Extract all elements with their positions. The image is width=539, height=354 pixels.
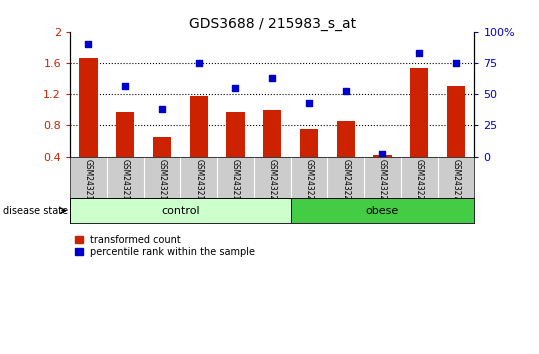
Bar bbox=[116, 112, 134, 156]
Bar bbox=[373, 155, 392, 156]
Text: GSM243226: GSM243226 bbox=[341, 159, 350, 205]
Bar bbox=[190, 96, 208, 156]
Bar bbox=[153, 137, 171, 156]
Text: control: control bbox=[161, 206, 199, 216]
Text: obese: obese bbox=[366, 206, 399, 216]
Bar bbox=[300, 129, 318, 156]
Bar bbox=[70, 198, 291, 223]
Title: GDS3688 / 215983_s_at: GDS3688 / 215983_s_at bbox=[189, 17, 356, 31]
Point bbox=[231, 85, 240, 91]
Bar bbox=[410, 68, 429, 156]
Text: GSM243217: GSM243217 bbox=[157, 159, 167, 205]
Point bbox=[157, 107, 166, 112]
Legend: transformed count, percentile rank within the sample: transformed count, percentile rank withi… bbox=[75, 235, 255, 257]
Bar bbox=[336, 121, 355, 156]
Point bbox=[378, 151, 387, 157]
Bar bbox=[447, 86, 465, 156]
Bar bbox=[226, 112, 245, 156]
Bar bbox=[79, 58, 98, 156]
Text: GSM243218: GSM243218 bbox=[194, 159, 203, 205]
Text: GSM243219: GSM243219 bbox=[231, 159, 240, 205]
Point bbox=[305, 100, 313, 106]
Point bbox=[121, 83, 129, 88]
Point bbox=[452, 60, 460, 66]
Text: GSM243220: GSM243220 bbox=[268, 159, 277, 205]
Text: GSM243216: GSM243216 bbox=[121, 159, 130, 205]
Text: GSM243227: GSM243227 bbox=[378, 159, 387, 205]
Text: GSM243228: GSM243228 bbox=[414, 159, 424, 205]
Point bbox=[195, 60, 203, 66]
Text: GSM243225: GSM243225 bbox=[305, 159, 314, 205]
Text: GSM243215: GSM243215 bbox=[84, 159, 93, 205]
Point bbox=[415, 50, 424, 56]
Bar bbox=[291, 198, 474, 223]
Point bbox=[84, 41, 93, 47]
Point bbox=[268, 75, 277, 81]
Bar bbox=[263, 110, 281, 156]
Text: GSM243275: GSM243275 bbox=[452, 159, 460, 205]
Text: disease state: disease state bbox=[3, 206, 68, 216]
Point bbox=[341, 88, 350, 93]
